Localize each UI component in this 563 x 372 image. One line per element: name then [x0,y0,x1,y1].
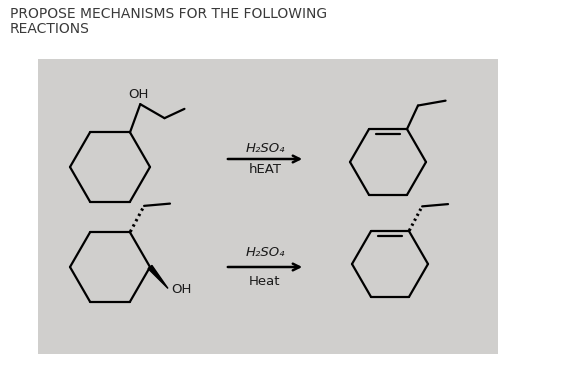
Text: OH: OH [128,88,149,101]
Text: Heat: Heat [249,275,281,288]
Polygon shape [148,265,168,288]
Text: H₂SO₄: H₂SO₄ [245,142,285,155]
Text: REACTIONS: REACTIONS [10,22,90,36]
Text: hEAT: hEAT [248,163,282,176]
FancyBboxPatch shape [38,59,498,354]
Text: PROPOSE MECHANISMS FOR THE FOLLOWING: PROPOSE MECHANISMS FOR THE FOLLOWING [10,7,327,21]
Text: OH: OH [171,283,191,296]
Text: H₂SO₄: H₂SO₄ [245,246,285,259]
